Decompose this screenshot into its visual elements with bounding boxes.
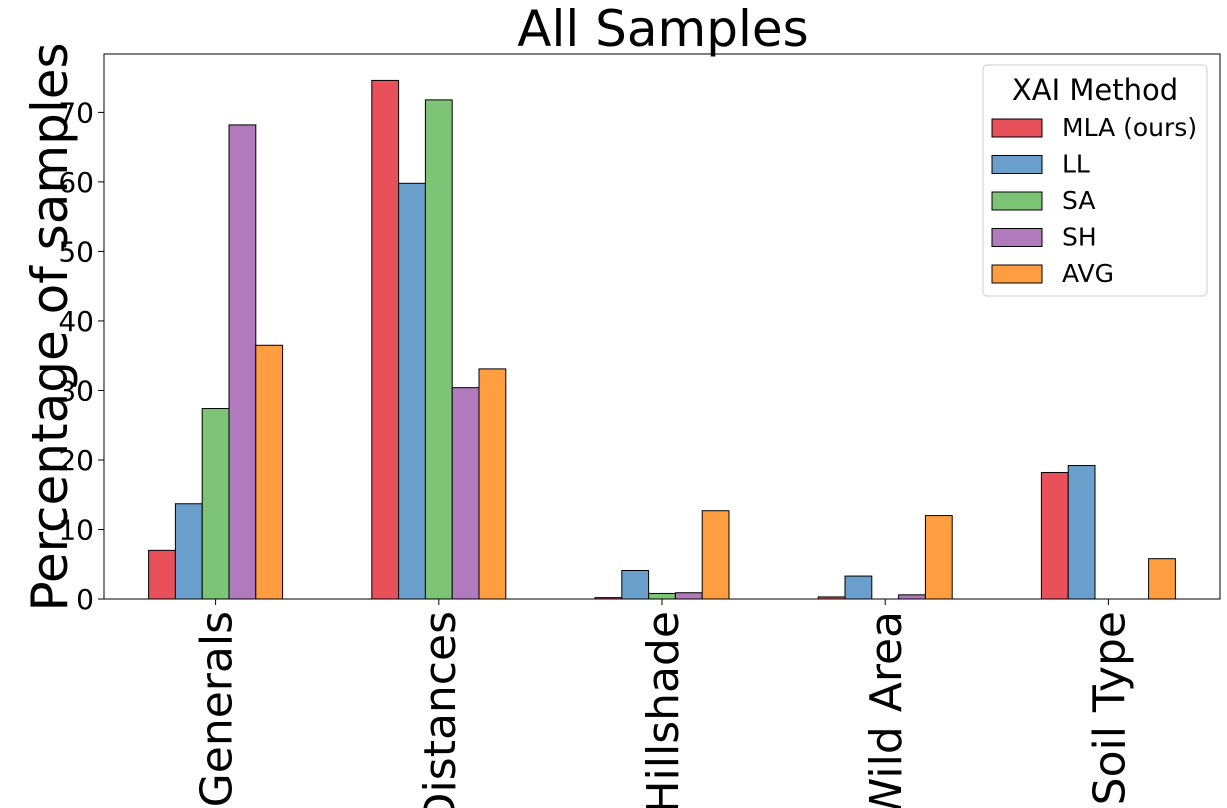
x-tick-label: Generals — [192, 611, 243, 807]
bar-distances-sh — [451, 387, 480, 600]
x-axis-ticks: Generals Distances Hillshade Wild Area Soil … — [192, 599, 1135, 808]
y-tick-label: 20 — [58, 444, 94, 477]
bar-generals-avg — [255, 344, 284, 600]
bar-distances-ll — [398, 182, 426, 600]
bar-soil-type-mla-ours — [1040, 471, 1069, 600]
bar-hillshade-avg — [701, 510, 730, 600]
chart-title: All Samples — [517, 0, 808, 58]
y-axis-ticks: 0 10 20 30 40 50 60 70 — [58, 96, 104, 616]
legend-items: MLA (ours) LL SA SH AVG — [991, 113, 1197, 288]
bar-wild-area-sh — [898, 594, 926, 600]
legend-label: MLA (ours) — [1062, 113, 1197, 142]
bar-soil-type-avg — [1148, 558, 1176, 600]
bar-hillshade-sa — [648, 592, 676, 600]
y-tick-label: 50 — [58, 235, 94, 268]
y-tick-label: 70 — [58, 96, 94, 129]
legend-label: AVG — [1062, 259, 1114, 288]
y-tick-label: 60 — [58, 166, 94, 199]
bar-distances-sa — [424, 99, 453, 600]
x-tick-label: Hillshade — [638, 611, 689, 808]
legend-swatch — [991, 191, 1043, 211]
bar-generals-ll — [174, 503, 203, 600]
y-tick-label: 30 — [58, 374, 94, 407]
bar-distances-mla-ours — [371, 79, 400, 600]
bars-group — [148, 79, 1176, 600]
legend-label: SH — [1062, 223, 1097, 252]
y-tick-label: 0 — [76, 583, 94, 616]
bar-hillshade-ll — [621, 570, 650, 600]
legend: XAI Method MLA (ours) LL SA SH AVG — [982, 64, 1208, 297]
x-tick-label: Distances — [415, 611, 466, 808]
x-tick-label: Soil Type — [1084, 611, 1135, 805]
y-tick-label: 10 — [58, 513, 94, 546]
bar-generals-sh — [228, 124, 257, 600]
legend-title: XAI Method — [1012, 73, 1178, 107]
legend-label: SA — [1062, 186, 1095, 215]
bar-generals-mla-ours — [148, 549, 176, 600]
bar-hillshade-sh — [674, 592, 703, 600]
bar-wild-area-avg — [924, 515, 953, 600]
legend-swatch — [991, 228, 1043, 247]
plot-frame — [103, 53, 1221, 600]
legend-label: LL — [1062, 150, 1090, 179]
bar-wild-area-ll — [844, 575, 873, 600]
y-tick-label: 40 — [58, 305, 94, 338]
legend-swatch — [991, 264, 1043, 284]
legend-swatch — [991, 155, 1043, 174]
y-axis-label: Percentage of samples — [21, 42, 79, 611]
bar-soil-type-ll — [1067, 465, 1096, 600]
bar-distances-avg — [478, 368, 507, 600]
legend-swatch — [991, 118, 1043, 138]
x-tick-label: Wild Area — [861, 611, 912, 808]
bar-generals-sa — [201, 408, 230, 600]
